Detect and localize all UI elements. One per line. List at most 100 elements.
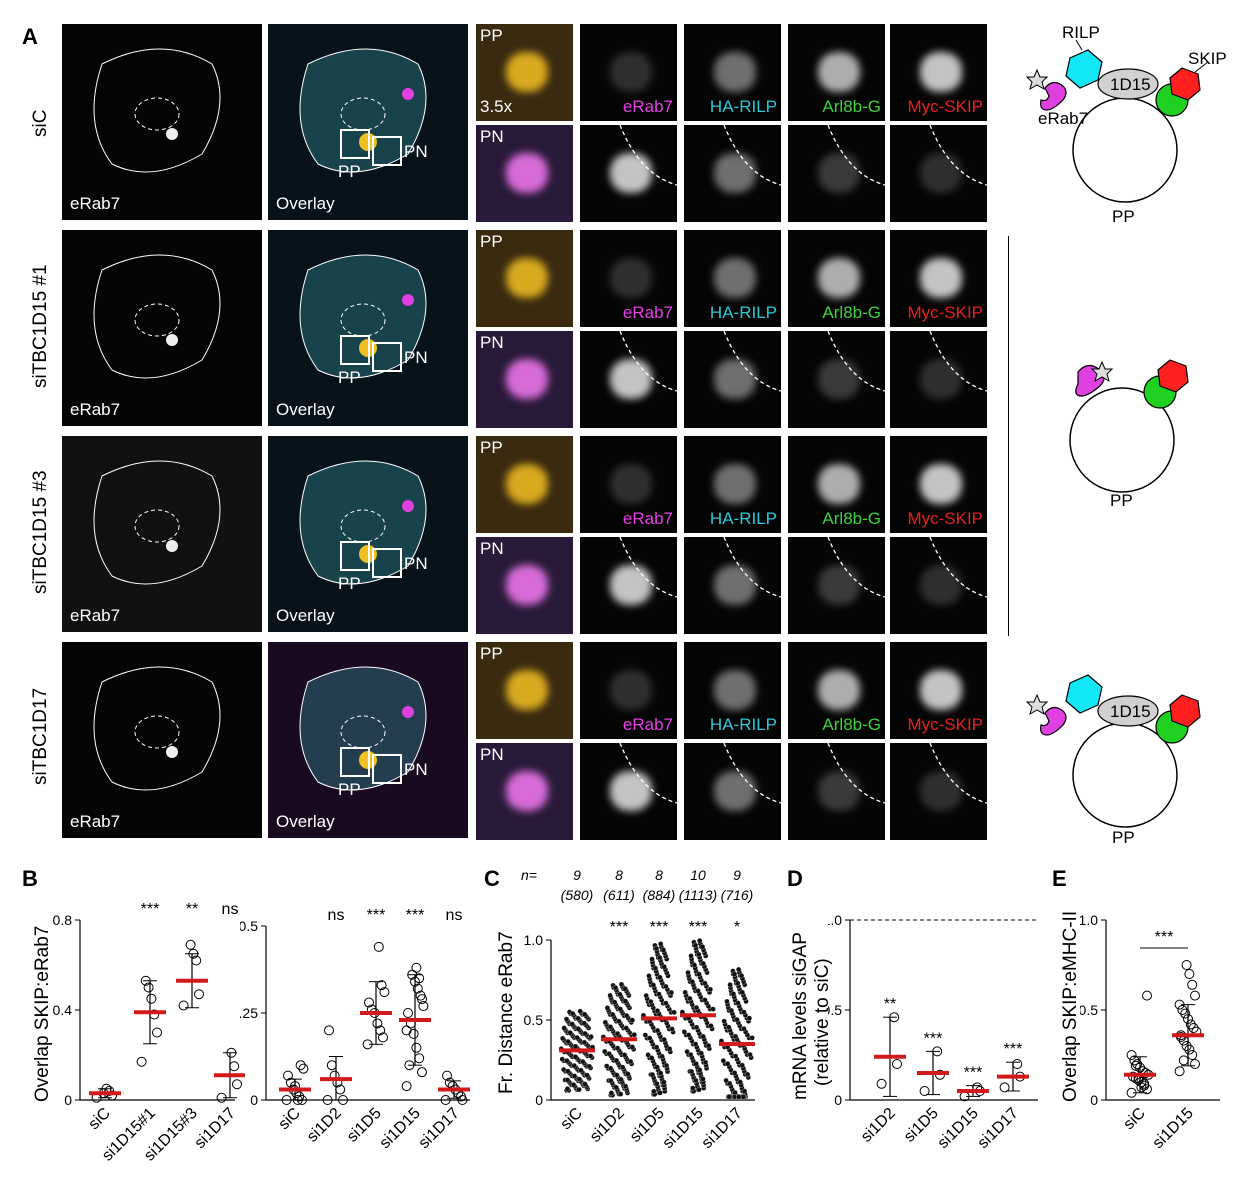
data-point xyxy=(613,1084,619,1091)
n-value: 9 xyxy=(733,867,741,883)
signal-blob xyxy=(920,771,962,811)
panel-e-letter: E xyxy=(1052,866,1067,891)
channel-zoom-image xyxy=(580,537,677,634)
data-point xyxy=(649,956,655,962)
pp-box xyxy=(340,747,370,777)
channel-zoom-image: HA-RILP xyxy=(684,436,781,533)
channel-zoom-image: Arl8b-G xyxy=(788,24,885,121)
signal-blob xyxy=(506,464,548,504)
x-tick-label: siC xyxy=(557,1105,585,1133)
data-point xyxy=(684,1049,690,1055)
row-label: siTBC1D15 #3 xyxy=(30,470,51,594)
overlay-label: Overlay xyxy=(276,194,335,213)
data-point xyxy=(731,1070,738,1076)
significance-label: ** xyxy=(186,901,198,918)
data-point xyxy=(564,1058,570,1064)
schematic-1d15-label: 1D15 xyxy=(1110,702,1151,721)
data-point xyxy=(730,991,737,997)
data-point xyxy=(613,1057,620,1064)
data-point xyxy=(710,1006,716,1012)
rilp-hexagon-icon xyxy=(1065,49,1103,89)
data-point xyxy=(412,983,423,994)
data-point xyxy=(659,1053,665,1060)
channel-zoom-image xyxy=(684,125,781,222)
data-point xyxy=(561,1025,567,1031)
data-point xyxy=(617,1006,623,1012)
y-tick-label: 0 xyxy=(535,1092,543,1108)
signal-blob xyxy=(818,258,860,298)
schematic-rilp-label: RILP xyxy=(1062,23,1100,42)
data-point xyxy=(666,1046,673,1052)
merge-zoom-image: PP xyxy=(476,642,573,739)
data-point xyxy=(735,1000,741,1006)
data-point xyxy=(654,1008,661,1014)
data-point xyxy=(685,969,691,976)
channel-zoom-image: Arl8b-G xyxy=(788,230,885,327)
data-point xyxy=(1132,1059,1143,1069)
data-point xyxy=(645,1052,651,1058)
data-point xyxy=(564,1086,571,1092)
merge-zoom-image: PP 3.5x xyxy=(476,24,573,121)
data-point xyxy=(588,1034,594,1040)
data-point xyxy=(602,1048,608,1055)
erab7-shape-icon xyxy=(1040,81,1067,111)
data-point xyxy=(668,989,675,996)
data-point xyxy=(629,1017,635,1023)
data-point xyxy=(559,1056,565,1062)
signal-blob xyxy=(506,258,548,298)
data-point xyxy=(669,1026,675,1032)
significance-label: ns xyxy=(446,907,463,924)
channel-zoom-image xyxy=(580,743,677,840)
significance-label: *** xyxy=(406,907,425,924)
skip-hexagon-icon xyxy=(1169,67,1201,101)
data-point xyxy=(1184,969,1195,979)
pn-zoom-label: PN xyxy=(480,127,504,146)
n-value: 8 xyxy=(615,867,623,883)
pp-zoom-label: PP xyxy=(480,644,503,663)
data-point xyxy=(576,1076,583,1082)
signal-blob xyxy=(610,771,652,811)
data-point xyxy=(739,989,745,995)
x-tick-label: si1D15 xyxy=(935,1105,982,1152)
signal-blob xyxy=(506,52,548,92)
data-point xyxy=(656,991,662,997)
data-point xyxy=(575,1026,581,1032)
signal-blob xyxy=(714,258,756,298)
data-point xyxy=(643,992,649,999)
data-point xyxy=(708,1023,714,1029)
data-point xyxy=(725,1061,731,1067)
data-point xyxy=(146,993,157,1004)
data-point xyxy=(565,1068,571,1074)
significance-label: ** xyxy=(884,996,896,1013)
erab7-image: eRab7 xyxy=(62,230,262,426)
data-point xyxy=(727,1080,733,1087)
erab7-image: eRab7 xyxy=(62,24,262,220)
schematic-pp-label: PP xyxy=(1112,207,1135,226)
signal-blob xyxy=(506,359,548,399)
n-paren: (611) xyxy=(603,887,635,903)
x-tick-label: si1D15 xyxy=(660,1105,707,1152)
data-point xyxy=(604,1005,611,1011)
data-point xyxy=(696,971,702,977)
merge-zoom-image: PP xyxy=(476,436,573,533)
erab7-label: eRab7 xyxy=(70,606,121,625)
data-point xyxy=(720,1058,726,1064)
data-point xyxy=(648,999,654,1005)
merge-zoom-image: PN xyxy=(476,537,573,634)
channel-zoom-image: Myc-SKIP xyxy=(890,642,987,739)
data-point xyxy=(732,1033,739,1040)
erab7-label: eRab7 xyxy=(70,812,121,831)
data-point xyxy=(623,1025,629,1031)
channel-label: Myc-SKIP xyxy=(907,303,983,322)
data-point xyxy=(1142,1084,1152,1095)
x-tick-label: si1D2 xyxy=(587,1105,628,1146)
data-point xyxy=(737,1079,743,1085)
signal-blob xyxy=(818,771,860,811)
data-point xyxy=(702,997,708,1003)
pp-box-label: PP xyxy=(338,162,361,181)
y-tick-label: 0.4 xyxy=(53,1002,73,1018)
data-point xyxy=(702,980,708,986)
data-point xyxy=(690,1085,696,1091)
data-point xyxy=(582,1011,588,1018)
overlay-image: Overlay PP PN xyxy=(268,230,468,426)
